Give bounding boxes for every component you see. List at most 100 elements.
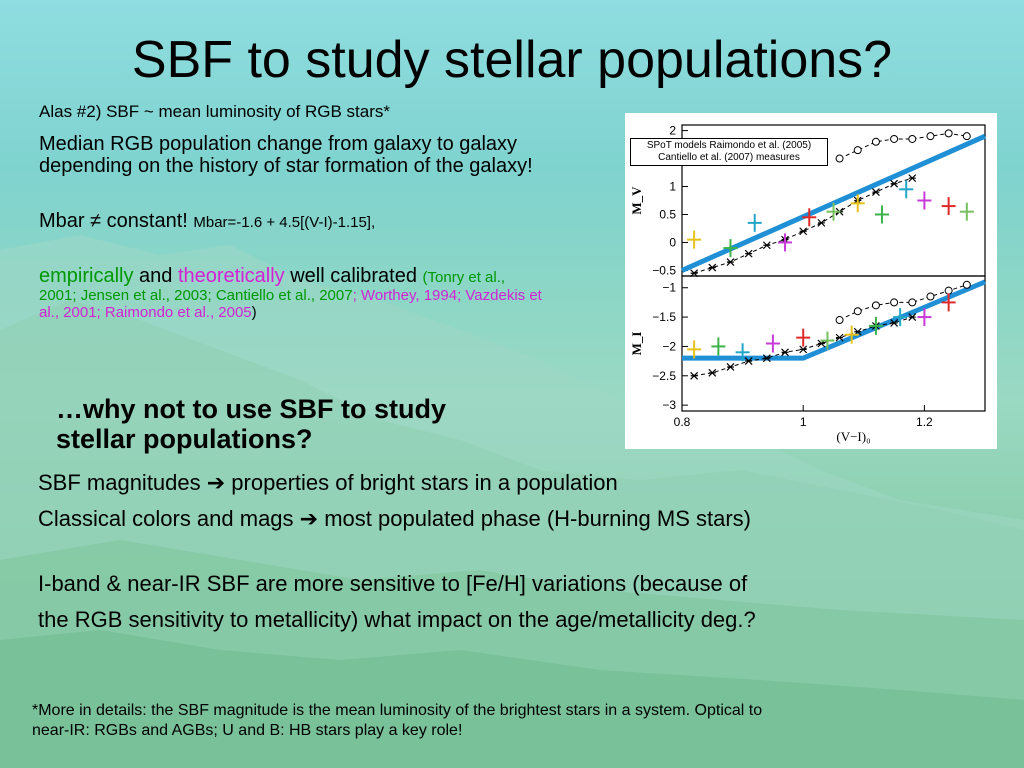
star-point (817, 218, 826, 227)
circle-point (908, 134, 917, 143)
measure-point (778, 233, 793, 252)
circle-point (944, 129, 953, 138)
y-tick-label: −1.5 (652, 310, 676, 324)
circle-point (835, 154, 844, 163)
sbf-figure: −0.500.511.52M_V−3−2.5−2−1.5−1M_I0.811.2… (625, 113, 997, 449)
footnote-1: *More in details: the SBF magnitude is t… (32, 702, 763, 719)
why-line-1: …why not to use SBF to study (56, 394, 446, 424)
why-line-2: stellar populations? (56, 424, 313, 454)
star-point (744, 249, 753, 258)
y-axis-label: M_I (629, 332, 644, 356)
circle-point (926, 292, 935, 301)
ref-close: ) (251, 304, 257, 321)
ref-year: 2001 (39, 287, 73, 304)
word-well-calibrated: well calibrated (284, 265, 423, 287)
measure-point (735, 343, 750, 362)
star-point (726, 258, 735, 266)
circle-point (908, 298, 917, 307)
measure-point (917, 308, 932, 327)
y-tick-label: 1 (669, 180, 676, 194)
ref-cantiello: ; Cantiello et al., 2007 (207, 287, 353, 304)
measure-point (844, 325, 859, 344)
bullet-classical-colors: Classical colors and mags ➔ most populat… (38, 501, 751, 538)
circle-point (853, 307, 862, 316)
measure-point (802, 208, 817, 227)
circle-point (962, 280, 971, 289)
arrow-icon: ➔ (206, 471, 226, 496)
star-point (799, 227, 808, 236)
word-empirically: empirically (39, 265, 134, 287)
bullet-sbf-magnitudes: SBF magnitudes ➔ properties of bright st… (38, 465, 618, 502)
measure-point (868, 316, 883, 335)
mbar-label: Mbar ≠ constant! (39, 210, 194, 232)
measure-point (747, 213, 762, 232)
circle-point (890, 134, 899, 143)
text-calibrated: empirically and theoretically well calib… (39, 264, 505, 290)
circle-point (890, 298, 899, 307)
measure-point (711, 337, 726, 356)
star-point (835, 333, 844, 342)
bullet-iband-1: I-band & near-IR SBF are more sensitive … (38, 571, 748, 596)
panel-frame-bottom (681, 275, 986, 412)
ref-worthey: ; Worthey, 1994; Vazdekis et (352, 287, 542, 304)
b1-start: SBF magnitudes (38, 470, 207, 495)
star-point (890, 179, 899, 188)
word-theoretically: theoretically (177, 265, 285, 287)
circle-point (853, 146, 862, 155)
measure-point (826, 202, 841, 221)
measure-point (687, 230, 702, 249)
text-refs-2: 2001; Jensen et al., 2003; Cantiello et … (39, 286, 542, 305)
y-tick-label: 0 (669, 235, 676, 249)
star-point (799, 345, 808, 354)
b2-end: most populated phase (H-burning MS stars… (318, 506, 751, 531)
measure-point (893, 308, 908, 327)
y-tick-label: 0.5 (659, 207, 676, 221)
mbar-formula: Mbar=-1.6 + 4.5[(V-I)-1.15], (193, 214, 376, 231)
ref-tonry: (Tonry et al., (422, 269, 506, 286)
measure-point (959, 202, 974, 221)
text-refs-3: al., 2001; Raimondo et al., 2005) (39, 303, 257, 322)
star-point (762, 354, 771, 363)
star-point (744, 357, 753, 366)
text-mbar: Mbar ≠ constant! Mbar=-1.6 + 4.5[(V-I)-1… (39, 209, 375, 235)
measure-point (687, 340, 702, 359)
caption-line-2: Cantiello et al. (2007) measures (658, 152, 800, 163)
arrow-icon: ➔ (299, 507, 319, 532)
model-line (682, 279, 986, 361)
y-tick-label: −1 (662, 281, 676, 295)
ref-raimondo: al., 2001; Raimondo et al., 2005 (39, 304, 252, 321)
text-alas: Alas #2) SBF ~ mean luminosity of RGB st… (39, 102, 390, 121)
bullet-iband-2: the RGB sensitivity to metallicity) what… (38, 607, 756, 632)
y-tick-label: −2 (662, 339, 676, 353)
y-axis-label: M_V (629, 186, 644, 215)
circle-point (871, 301, 880, 310)
b1-end: properties of bright stars in a populati… (225, 470, 618, 495)
measure-point (765, 334, 780, 353)
measure-point (723, 239, 738, 258)
star-point (690, 371, 699, 380)
star-point (908, 174, 917, 183)
star-point (871, 188, 880, 197)
footnote-2: near-IR: RGBs and AGBs; U and B: HB star… (32, 722, 463, 739)
measure-point (899, 180, 914, 199)
x-axis-label: (V−I)₀ (836, 429, 870, 444)
x-tick-label: 0.8 (674, 415, 691, 429)
star-point (908, 313, 917, 322)
text-median-1: Median RGB population change from galaxy… (39, 133, 518, 155)
star-point (890, 319, 899, 327)
caption-line-1: SPoT models Raimondo et al. (2005) (646, 140, 812, 151)
measure-point (917, 191, 932, 210)
star-point (762, 241, 771, 250)
sbf-chart: −0.500.511.52M_V−3−2.5−2−1.5−1M_I0.811.2… (629, 124, 987, 444)
word-and: and (133, 265, 178, 287)
measure-point (850, 194, 865, 213)
star-point (708, 368, 717, 377)
y-tick-label: −3 (662, 398, 676, 412)
circle-point (944, 286, 953, 295)
circle-point (871, 137, 880, 146)
star-point (726, 363, 735, 371)
measure-point (874, 205, 889, 224)
figure-caption: SPoT models Raimondo et al. (2005) Canti… (630, 138, 828, 166)
circle-point (962, 132, 971, 141)
measure-point (796, 328, 811, 347)
